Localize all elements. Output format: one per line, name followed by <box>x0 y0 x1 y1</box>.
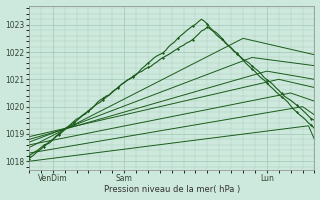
X-axis label: Pression niveau de la mer( hPa ): Pression niveau de la mer( hPa ) <box>104 185 240 194</box>
